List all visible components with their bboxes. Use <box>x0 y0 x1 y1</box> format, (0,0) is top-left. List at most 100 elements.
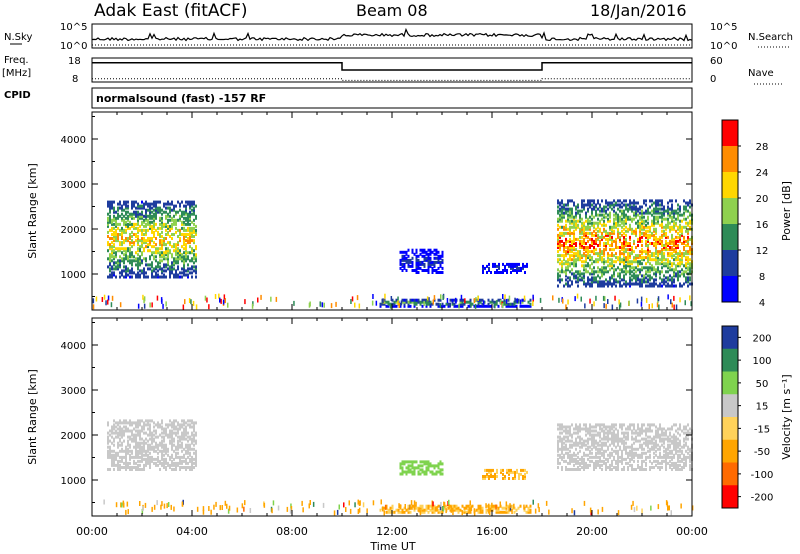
velocity-cell <box>675 449 677 453</box>
velocity-cell <box>181 431 183 435</box>
power-cell <box>661 201 663 205</box>
power-cell <box>179 216 181 220</box>
power-cell <box>645 219 647 223</box>
velocity-cell <box>159 441 161 445</box>
power-cell <box>163 253 165 257</box>
power-cell <box>661 248 663 252</box>
power-cell <box>127 204 129 208</box>
velocity-cell <box>435 464 438 468</box>
power-cell <box>595 270 597 274</box>
velocity-cell <box>579 441 581 445</box>
power-cell <box>187 267 189 271</box>
power-cell <box>583 254 585 258</box>
power-cell <box>117 202 119 206</box>
velocity-cell <box>173 425 175 429</box>
velocity-cell <box>617 449 619 453</box>
velocity-cell <box>193 447 195 451</box>
velocity-cell <box>175 431 177 435</box>
velocity-cell <box>579 461 581 465</box>
velocity-cell <box>557 445 559 449</box>
power-cell <box>125 267 127 271</box>
power-cell <box>677 254 679 258</box>
power-cell <box>127 222 129 226</box>
velocity-cell <box>125 459 127 463</box>
power-cell <box>615 211 617 215</box>
velocity-cell <box>591 429 593 433</box>
velocity-cell <box>173 439 175 443</box>
power-cell <box>425 269 428 272</box>
velocity-cell <box>667 439 669 443</box>
velocity-cell <box>657 431 659 435</box>
power-cell <box>677 274 679 278</box>
velocity-cell <box>429 470 432 474</box>
power-cell <box>183 237 185 240</box>
velocity-cell <box>177 431 179 435</box>
velocity-cell <box>653 455 655 459</box>
power-cell <box>581 229 583 233</box>
velocity-cell <box>575 457 577 461</box>
velocity-cell <box>571 433 573 437</box>
velocity-cell <box>191 437 193 441</box>
velocity-cell <box>477 508 480 512</box>
power-cell <box>109 245 111 249</box>
power-cell <box>595 227 597 231</box>
power-cell <box>683 235 685 239</box>
velocity-cell <box>565 429 567 433</box>
velocity-cell <box>613 466 615 469</box>
velocity-cell <box>121 435 123 439</box>
power-cell <box>181 220 183 224</box>
velocity-cell <box>673 455 675 459</box>
power-cell <box>637 264 639 268</box>
power-cell <box>109 253 111 257</box>
power-cell <box>123 275 125 279</box>
power-cell <box>121 269 123 273</box>
power-cell <box>603 268 605 272</box>
power-cell <box>609 244 611 247</box>
power-cell <box>585 248 587 252</box>
power-cell <box>663 278 665 282</box>
power-cell <box>663 209 665 213</box>
power-cell <box>689 266 691 270</box>
power-speckle <box>142 294 144 300</box>
power-cell <box>649 211 651 215</box>
velocity-cell <box>593 435 595 439</box>
power-cell <box>107 249 109 253</box>
power-cell <box>569 239 571 243</box>
power-cell <box>633 250 635 254</box>
power-cell <box>129 241 131 245</box>
power-cell <box>655 248 657 252</box>
power-cell <box>623 237 625 241</box>
power-cell <box>687 242 689 245</box>
velocity-cell <box>183 453 185 457</box>
power-cell <box>139 245 141 249</box>
power-cell <box>411 298 414 302</box>
power-cell <box>617 213 619 217</box>
power-cell <box>591 211 593 215</box>
power-cell <box>441 266 444 270</box>
power-cell <box>515 304 518 308</box>
velocity-cell <box>423 508 426 512</box>
power-speckle <box>657 296 660 302</box>
power-cell <box>163 222 165 226</box>
power-cell <box>597 225 599 229</box>
power-cell <box>509 302 512 306</box>
velocity-cell <box>411 464 414 468</box>
power-cell <box>183 210 185 214</box>
power-cell <box>155 216 157 220</box>
power-cell <box>169 210 171 214</box>
velocity-cell <box>165 461 167 465</box>
velocity-cell <box>163 431 165 435</box>
power-cell <box>559 225 561 229</box>
power-cell <box>113 271 115 275</box>
velocity-cell <box>663 427 665 431</box>
power-cell <box>153 255 155 259</box>
power-cell <box>123 259 125 263</box>
velocity-cell <box>113 427 115 431</box>
velocity-cell <box>109 453 111 457</box>
velocity-cell <box>561 427 563 431</box>
power-cell <box>173 233 175 236</box>
power-cell <box>575 260 577 264</box>
power-cell <box>385 300 388 304</box>
velocity-cell <box>147 447 149 451</box>
velocity-cell <box>433 472 436 476</box>
